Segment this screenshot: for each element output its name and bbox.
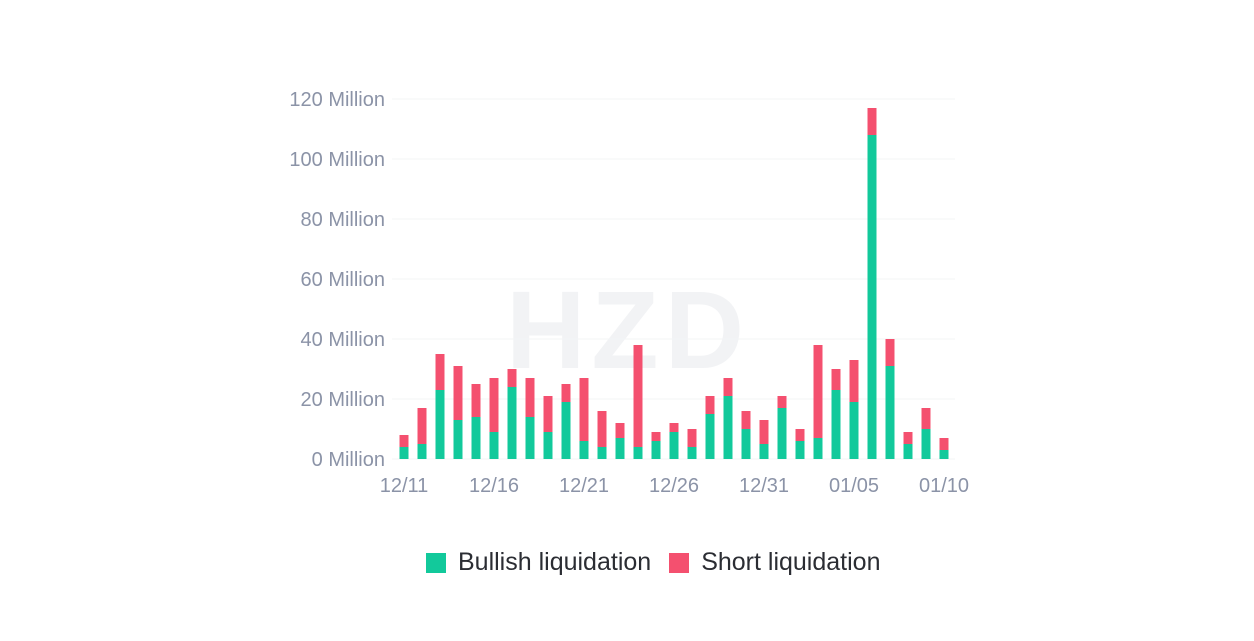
bar-short[interactable] [759,420,769,444]
bar-bullish[interactable] [615,438,625,459]
bar-bullish[interactable] [399,447,409,459]
bar-bullish[interactable] [633,447,643,459]
bar-bullish[interactable] [507,387,517,459]
x-tick-label: 12/11 [380,475,429,497]
bar-bullish[interactable] [885,366,895,459]
x-tick-label: 12/31 [739,475,789,497]
bar-short[interactable] [435,354,445,390]
bar-short[interactable] [507,369,517,387]
bar-short[interactable] [705,396,715,414]
grid-lines [392,98,955,460]
bar-bullish[interactable] [669,432,679,459]
bar-bullish[interactable] [831,390,841,459]
legend: Bullish liquidation Short liquidation [426,548,898,577]
bar-short[interactable] [525,378,535,417]
bar-bullish[interactable] [867,135,877,459]
bar-bullish[interactable] [687,447,697,459]
x-tick-label: 01/10 [919,475,969,497]
bar-short[interactable] [849,360,859,402]
legend-label-bullish: Bullish liquidation [458,548,652,576]
bar-bullish[interactable] [525,417,535,459]
bar-bullish[interactable] [579,441,589,459]
bar-bullish[interactable] [705,414,715,459]
bar-short[interactable] [723,378,733,396]
bar-short[interactable] [489,378,499,432]
bar-short[interactable] [921,408,931,429]
bar-bullish[interactable] [741,429,751,459]
x-tick-label: 01/05 [829,475,879,497]
bar-short[interactable] [453,366,463,420]
bar-bullish[interactable] [903,444,913,459]
bar-short[interactable] [597,411,607,447]
y-axis: 0 Million 20 Million 40 Million 60 Million 8… [289,89,385,471]
bar-bullish[interactable] [795,441,805,459]
bar-short[interactable] [777,396,787,408]
bar-short[interactable] [633,345,643,447]
bar-short[interactable] [561,384,571,402]
bar-bullish[interactable] [939,450,949,459]
bar-bullish[interactable] [471,417,481,459]
bar-short[interactable] [795,429,805,441]
bar-bullish[interactable] [723,396,733,459]
bar-bullish[interactable] [453,420,463,459]
bar-bullish[interactable] [489,432,499,459]
bars [399,108,949,459]
legend-swatch-short [669,552,690,573]
bar-bullish[interactable] [759,444,769,459]
bar-short[interactable] [669,423,679,432]
y-tick-label: 80 Million [301,209,385,231]
bar-short[interactable] [813,345,823,438]
bar-short[interactable] [399,435,409,447]
bar-bullish[interactable] [561,402,571,459]
bar-bullish[interactable] [597,447,607,459]
bar-bullish[interactable] [543,432,553,459]
legend-label-short: Short liquidation [701,548,881,576]
bar-bullish[interactable] [417,444,427,459]
x-tick-label: 12/26 [649,475,699,497]
x-tick-label: 12/16 [469,475,519,497]
bar-short[interactable] [417,408,427,444]
bar-short[interactable] [471,384,481,417]
bar-bullish[interactable] [849,402,859,459]
bar-short[interactable] [651,432,661,441]
legend-item-bullish[interactable]: Bullish liquidation [426,548,651,577]
watermark-text: HZD [506,269,750,392]
legend-swatch-bullish [426,552,446,573]
y-tick-label: 100 Million [289,149,385,171]
bar-bullish[interactable] [651,441,661,459]
y-tick-label: 0 Million [312,449,385,471]
bar-short[interactable] [939,438,949,450]
bar-short[interactable] [543,396,553,432]
legend-item-short[interactable]: Short liquidation [669,548,880,577]
x-tick-label: 12/21 [559,475,609,497]
bar-bullish[interactable] [921,429,931,459]
bar-short[interactable] [903,432,913,444]
y-tick-label: 20 Million [301,389,385,411]
y-tick-label: 60 Million [301,269,385,291]
y-tick-label: 120 Million [289,89,385,111]
x-axis: 12/11 12/16 12/21 12/26 12/31 01/05 01/10 [380,475,969,497]
bar-short[interactable] [831,369,841,390]
bar-short[interactable] [741,411,751,429]
bar-short[interactable] [885,339,895,366]
bar-short[interactable] [867,108,877,135]
bar-bullish[interactable] [435,390,445,459]
bar-short[interactable] [615,423,625,438]
bar-bullish[interactable] [813,438,823,459]
bar-short[interactable] [687,429,697,447]
bar-short[interactable] [579,378,589,441]
y-tick-label: 40 Million [301,329,385,351]
bar-bullish[interactable] [777,408,787,459]
